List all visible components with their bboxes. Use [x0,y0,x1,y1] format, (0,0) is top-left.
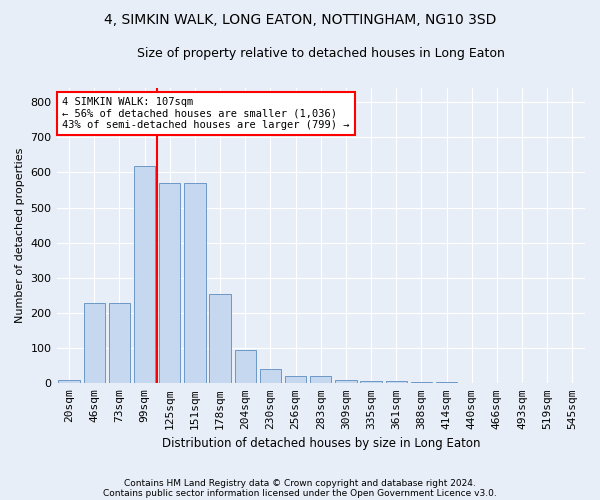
X-axis label: Distribution of detached houses by size in Long Eaton: Distribution of detached houses by size … [161,437,480,450]
Bar [134,166,155,384]
Bar [310,376,331,384]
Bar [58,380,80,384]
Bar [260,368,281,384]
Bar [386,381,407,384]
Bar [159,183,181,384]
Bar [209,294,231,384]
Bar [285,376,307,384]
Bar [109,303,130,384]
Bar [411,382,432,384]
Text: 4 SIMKIN WALK: 107sqm
← 56% of detached houses are smaller (1,036)
43% of semi-d: 4 SIMKIN WALK: 107sqm ← 56% of detached … [62,97,349,130]
Text: Contains HM Land Registry data © Crown copyright and database right 2024.: Contains HM Land Registry data © Crown c… [124,478,476,488]
Title: Size of property relative to detached houses in Long Eaton: Size of property relative to detached ho… [137,48,505,60]
Bar [335,380,356,384]
Bar [361,381,382,384]
Y-axis label: Number of detached properties: Number of detached properties [15,148,25,324]
Bar [83,303,105,384]
Text: Contains public sector information licensed under the Open Government Licence v3: Contains public sector information licen… [103,488,497,498]
Bar [436,382,457,384]
Bar [235,350,256,384]
Text: 4, SIMKIN WALK, LONG EATON, NOTTINGHAM, NG10 3SD: 4, SIMKIN WALK, LONG EATON, NOTTINGHAM, … [104,12,496,26]
Bar [184,183,206,384]
